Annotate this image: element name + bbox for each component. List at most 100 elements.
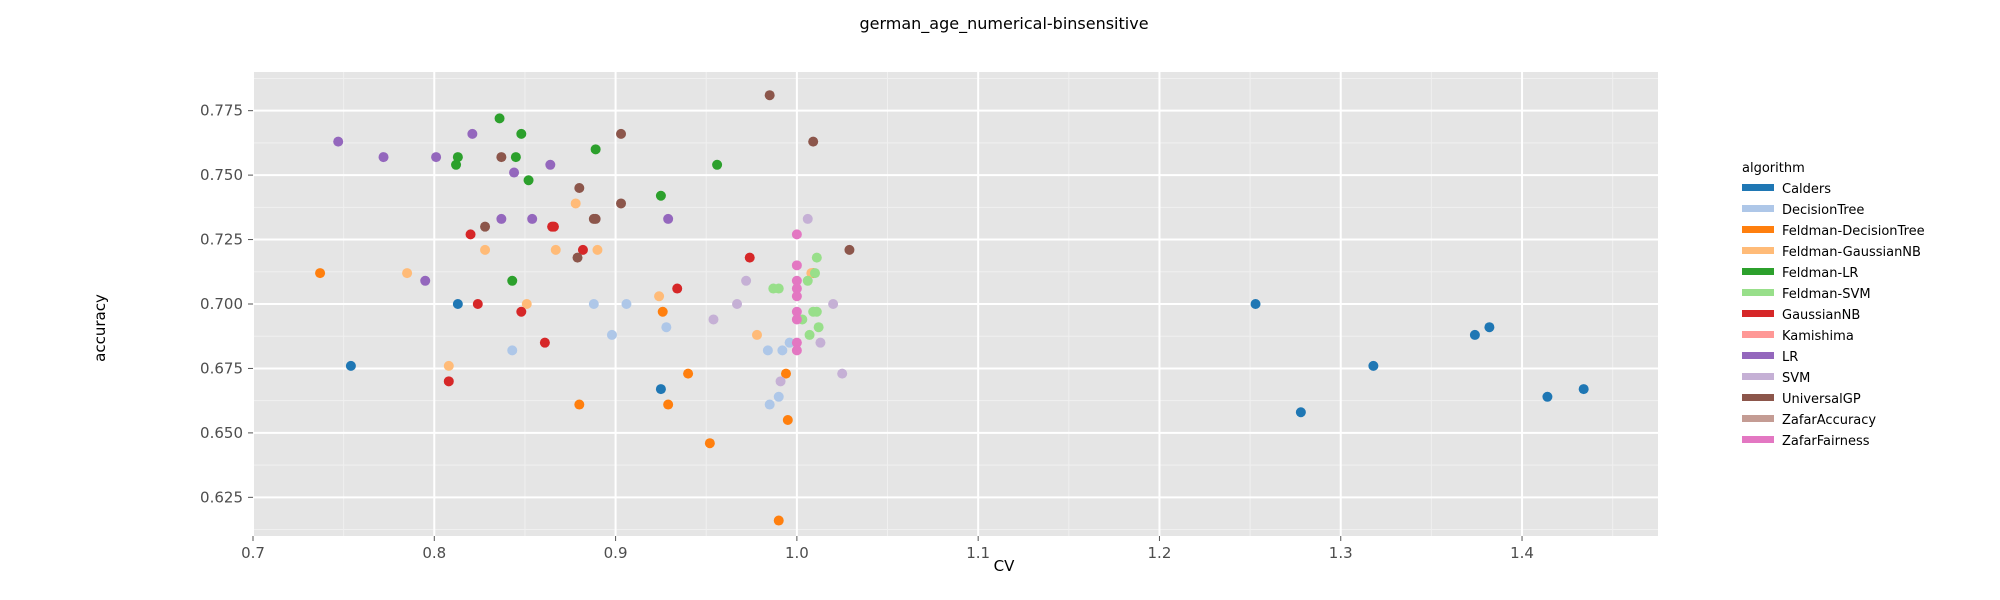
data-point <box>345 360 356 371</box>
legend-swatch <box>1742 415 1774 422</box>
data-point <box>480 244 491 255</box>
x-tick-label: 1.1 <box>966 544 990 562</box>
data-point <box>523 175 534 186</box>
data-point <box>1484 322 1495 333</box>
data-point <box>1578 384 1589 395</box>
legend: algorithm Calders DecisionTree Feldman-Dec… <box>1742 161 1925 449</box>
data-point <box>494 113 505 124</box>
data-point <box>811 252 822 263</box>
data-point <box>704 438 715 449</box>
data-point <box>1368 360 1379 371</box>
data-point <box>775 376 786 387</box>
data-point <box>496 152 507 163</box>
legend-swatch <box>1742 205 1774 212</box>
data-point <box>828 299 839 309</box>
data-point <box>465 229 476 240</box>
data-point <box>791 229 802 240</box>
data-point <box>590 144 601 155</box>
data-point <box>802 275 813 286</box>
legend-swatch <box>1742 436 1774 443</box>
data-point <box>663 399 674 410</box>
y-tick-label: 0.725 <box>200 231 243 249</box>
data-point <box>791 306 802 317</box>
data-point <box>683 368 694 379</box>
data-point <box>480 221 491 232</box>
legend-items: Calders DecisionTree Feldman-DecisionTree F… <box>1742 182 1925 449</box>
data-point <box>784 337 795 348</box>
data-point <box>507 275 518 286</box>
legend-swatch <box>1742 268 1774 275</box>
legend-label: Feldman-LR <box>1782 266 1858 281</box>
data-point <box>712 159 723 170</box>
data-point <box>744 252 755 263</box>
data-point <box>844 244 855 255</box>
data-point <box>527 213 538 224</box>
data-point <box>708 314 719 325</box>
data-point <box>1250 299 1261 309</box>
data-point <box>1542 391 1553 402</box>
data-point <box>577 244 588 255</box>
legend-swatch <box>1742 373 1774 380</box>
legend-label: Feldman-SVM <box>1782 287 1871 302</box>
data-point <box>791 275 802 286</box>
data-point <box>472 299 483 309</box>
y-axis-title: accuracy <box>91 294 109 362</box>
x-tick-label: 1.4 <box>1510 544 1534 562</box>
data-point <box>550 244 561 255</box>
data-point <box>516 306 527 317</box>
data-point <box>815 337 826 348</box>
data-point <box>791 260 802 271</box>
legend-label: ZafarFairness <box>1782 434 1870 449</box>
data-point <box>655 190 666 201</box>
x-tick-label: 1.2 <box>1148 544 1172 562</box>
data-point <box>773 283 784 294</box>
y-tick-label: 0.625 <box>200 488 243 506</box>
data-point <box>521 299 532 309</box>
data-point <box>791 314 802 325</box>
data-point <box>813 322 824 333</box>
data-point <box>837 368 848 379</box>
data-point <box>764 90 775 101</box>
x-tick-label: 0.9 <box>604 544 628 562</box>
data-point <box>443 360 454 371</box>
data-point <box>791 345 802 356</box>
legend-swatch <box>1742 289 1774 296</box>
x-axis-title: CV <box>994 557 1015 575</box>
data-point <box>616 198 627 209</box>
data-point <box>621 299 632 309</box>
data-point <box>782 415 793 425</box>
legend-swatch <box>1742 310 1774 317</box>
legend-swatch <box>1742 352 1774 359</box>
data-point <box>431 152 442 163</box>
y-tick-label: 0.750 <box>200 166 243 184</box>
data-point <box>606 329 617 340</box>
legend-label: UniversalGP <box>1782 392 1861 407</box>
data-point <box>496 213 507 224</box>
data-point <box>315 268 326 279</box>
data-point <box>791 291 802 302</box>
data-point <box>661 322 672 333</box>
legend-label: GaussianNB <box>1782 308 1860 323</box>
chart-title: german_age_numerical-binsensitive <box>859 14 1148 34</box>
data-point <box>751 329 762 340</box>
data-point <box>773 391 784 402</box>
grid-lines <box>252 72 1658 536</box>
data-point <box>655 384 666 395</box>
data-point <box>570 198 581 209</box>
data-point <box>791 283 802 294</box>
legend-label: ZafarAccuracy <box>1782 413 1876 428</box>
data-point <box>764 399 775 410</box>
data-point <box>467 128 478 139</box>
data-point <box>732 299 743 309</box>
y-tick-label: 0.650 <box>200 424 243 442</box>
x-tick-label: 0.7 <box>241 544 265 562</box>
legend-swatch <box>1742 226 1774 233</box>
data-point <box>443 376 454 387</box>
legend-swatch <box>1742 394 1774 401</box>
data-point <box>808 136 819 147</box>
data-point <box>663 213 674 224</box>
data-point <box>616 128 627 139</box>
data-point <box>378 152 389 163</box>
data-point <box>672 283 683 294</box>
